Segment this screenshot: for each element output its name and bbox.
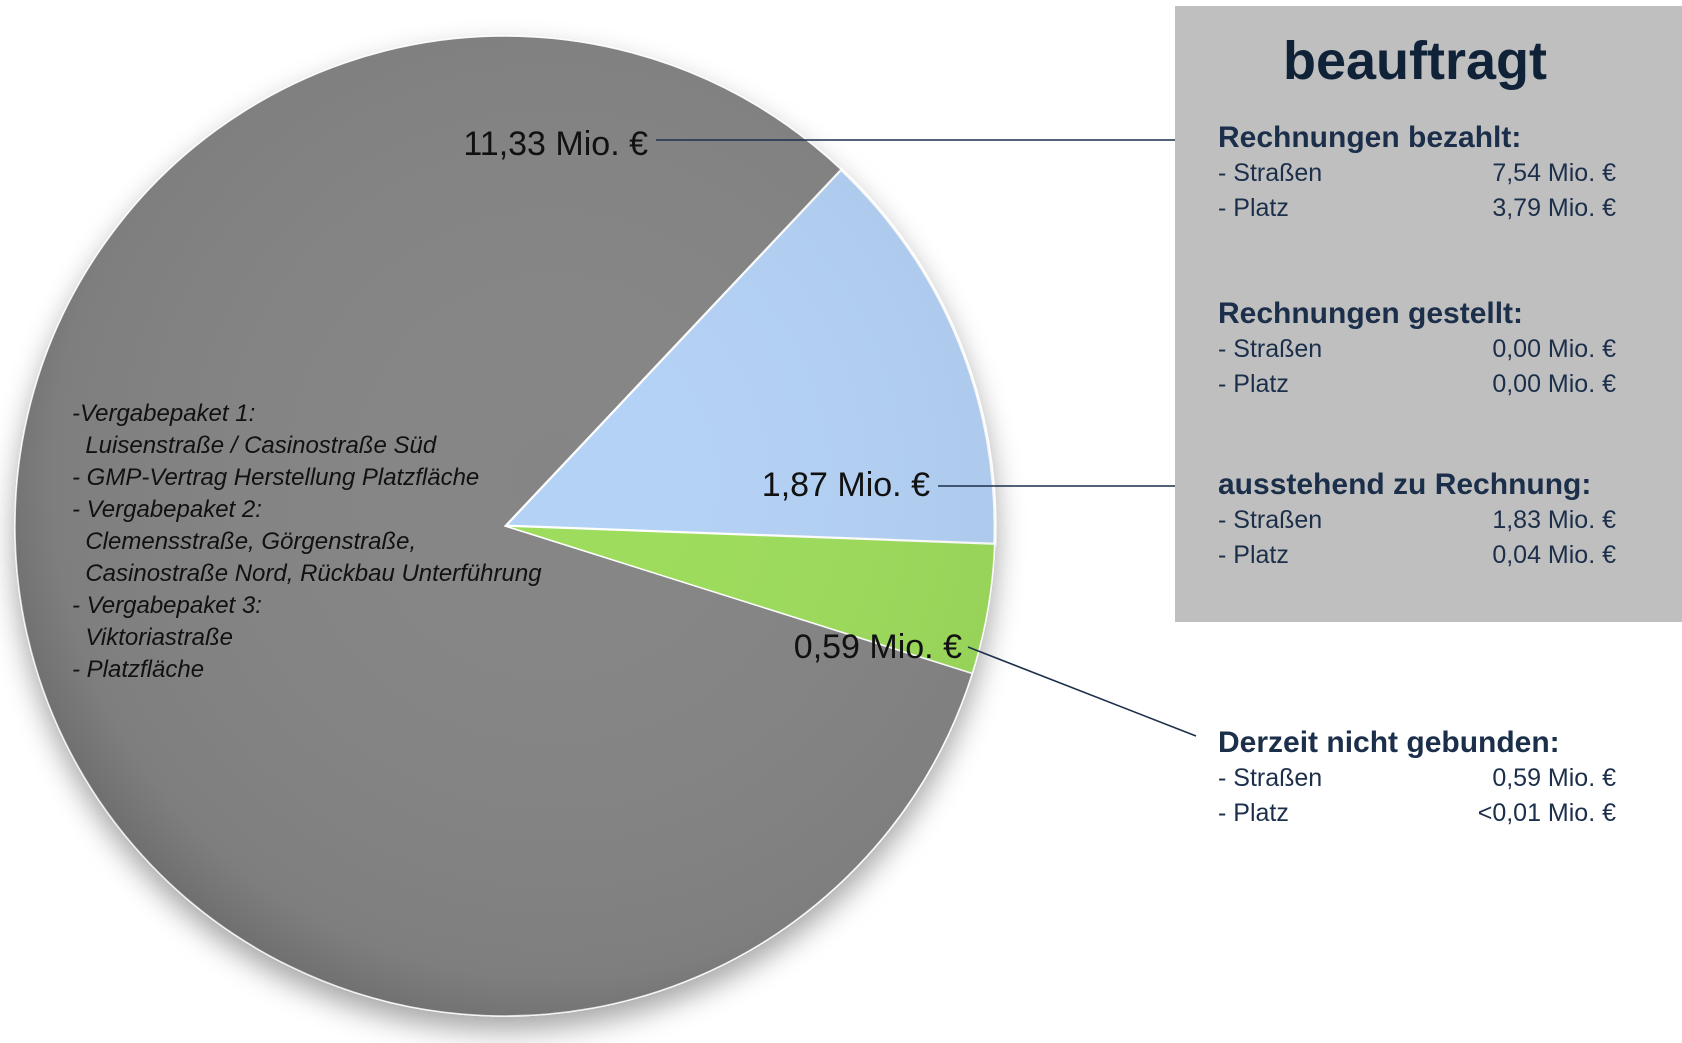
pie-note-line: - Vergabepaket 3: (72, 592, 262, 619)
group-heading: Rechnungen gestellt: (1218, 297, 1524, 330)
row-value: 3,79 Mio. € (1492, 194, 1616, 222)
row-label: - Straßen (1218, 335, 1323, 363)
pie-note-line: - Platzfläche (72, 656, 205, 683)
row-value: 0,04 Mio. € (1492, 541, 1616, 569)
group-heading: Derzeit nicht gebunden: (1218, 726, 1560, 759)
group-heading: ausstehend zu Rechnung: (1218, 468, 1592, 501)
row-value: 0,59 Mio. € (1492, 764, 1616, 792)
row-label: - Platz (1218, 541, 1289, 569)
group-derzeit-nicht-gebunden: Derzeit nicht gebunden: - Straßen 0,59 M… (1218, 725, 1618, 831)
row-platz: - Platz <0,01 Mio. € (1218, 796, 1616, 831)
row-value: 7,54 Mio. € (1492, 159, 1616, 187)
row-strassen: - Straßen 7,54 Mio. € (1218, 156, 1616, 191)
row-value: 1,83 Mio. € (1492, 506, 1616, 534)
row-label: - Straßen (1218, 159, 1323, 187)
slice-value-label-1: 1,87 Mio. € (762, 466, 930, 504)
panel-title: beauftragt (1282, 31, 1547, 91)
pie-note: -Vergabepaket 1: Luisenstraße / Casinost… (72, 398, 632, 686)
row-strassen: - Straßen 0,00 Mio. € (1218, 332, 1616, 367)
row-value: 0,00 Mio. € (1492, 335, 1616, 363)
row-label: - Platz (1218, 799, 1289, 827)
row-strassen: - Straßen 0,59 Mio. € (1218, 761, 1616, 796)
beauftragt-panel (1175, 6, 1682, 622)
row-label: - Straßen (1218, 764, 1323, 792)
group-rechnungen-gestellt: Rechnungen gestellt: - Straßen 0,00 Mio.… (1218, 296, 1618, 402)
pie-note-line: Casinostraße Nord, Rückbau Unterführung (72, 560, 542, 587)
pie-note-line: Luisenstraße / Casinostraße Süd (72, 432, 437, 459)
row-platz: - Platz 3,79 Mio. € (1218, 191, 1616, 226)
row-label: - Platz (1218, 370, 1289, 398)
row-platz: - Platz 0,00 Mio. € (1218, 367, 1616, 402)
pie-note-line: Viktoriastraße (72, 624, 233, 651)
row-value: <0,01 Mio. € (1477, 799, 1616, 827)
row-platz: - Platz 0,04 Mio. € (1218, 538, 1616, 573)
group-rechnungen-bezahlt: Rechnungen bezahlt: - Straßen 7,54 Mio. … (1218, 120, 1618, 226)
row-strassen: - Straßen 1,83 Mio. € (1218, 503, 1616, 538)
group-heading: Rechnungen bezahlt: (1218, 121, 1522, 154)
slice-value-label-2: 0,59 Mio. € (794, 628, 962, 666)
pie-note-line: -Vergabepaket 1: (72, 400, 256, 427)
pie-note-line: - GMP-Vertrag Herstellung Platzfläche (72, 464, 480, 491)
slice-value-label-0: 11,33 Mio. € (463, 125, 648, 163)
row-value: 0,00 Mio. € (1492, 370, 1616, 398)
leader-line-2 (967, 646, 1197, 737)
row-label: - Platz (1218, 194, 1289, 222)
pie-note-line: - Vergabepaket 2: (72, 496, 262, 523)
row-label: - Straßen (1218, 506, 1323, 534)
pie-note-line: Clemensstraße, Görgenstraße, (72, 528, 417, 555)
group-ausstehend: ausstehend zu Rechnung: - Straßen 1,83 M… (1218, 467, 1618, 573)
